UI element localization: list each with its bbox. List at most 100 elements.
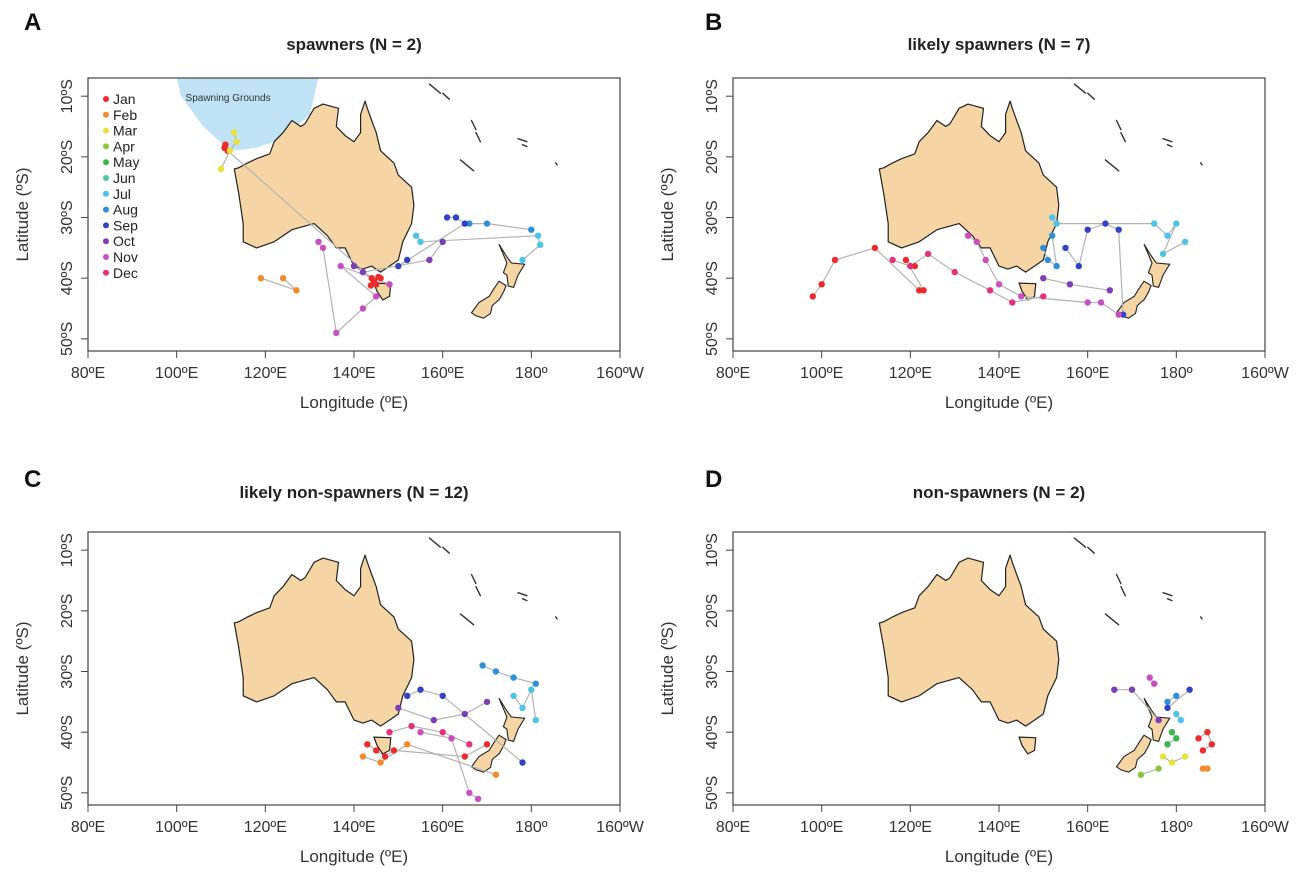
track-line-nov <box>420 731 479 800</box>
y-tick-label: 10ºS <box>59 79 76 113</box>
track-point-jul <box>1159 250 1167 258</box>
track-point-dec <box>907 262 914 270</box>
legend-label-mar: Mar <box>113 123 137 139</box>
track-point-sep <box>1075 262 1083 270</box>
track-line-oct <box>1043 277 1110 291</box>
legend-label-may: May <box>113 154 139 170</box>
track-point-dec <box>951 268 958 276</box>
track-line-aug <box>1042 235 1058 268</box>
pacific-island <box>1120 585 1127 597</box>
pacific-island <box>1086 92 1096 100</box>
map-area <box>809 78 1203 319</box>
track-line-jan <box>1198 731 1213 751</box>
pacific-island <box>1030 526 1043 529</box>
track-point-sep <box>1102 220 1109 227</box>
track-point-feb <box>404 741 411 748</box>
legend-label-feb: Feb <box>113 107 137 123</box>
pacific-island <box>1115 573 1122 585</box>
pacific-island <box>470 119 477 131</box>
legend-swatch-feb <box>103 111 109 118</box>
track-point-oct <box>1106 287 1114 294</box>
x-tick-label: 140ºE <box>977 819 1020 836</box>
legend-label-nov: Nov <box>113 249 138 265</box>
tasmania-landmass <box>1018 736 1037 755</box>
legend-swatch-dec <box>103 269 109 276</box>
track-point-oct <box>461 710 468 718</box>
track-point-jul <box>534 232 542 239</box>
x-tick-label: 160ºE <box>1066 365 1109 382</box>
legend-label-sep: Sep <box>113 217 138 233</box>
legend-label-jun: Jun <box>113 170 136 186</box>
pacific-island <box>424 78 426 79</box>
legend-swatch-nov <box>103 254 109 260</box>
track-point-aug <box>532 680 539 687</box>
pacific-island <box>517 137 528 143</box>
track-point-sep <box>404 692 411 699</box>
pacific-island <box>401 517 408 523</box>
track-point-nov <box>995 281 1003 288</box>
x-tick-label: 180º <box>1160 365 1193 382</box>
track-point-aug <box>1173 692 1180 699</box>
new-zealand-north-island <box>498 243 526 288</box>
track-point-sep <box>417 686 424 693</box>
pacific-island <box>555 616 558 620</box>
track-point-nov <box>973 238 980 245</box>
x-tick-label: 160ºW <box>1241 365 1290 382</box>
y-tick-label: 50ºS <box>59 322 76 356</box>
pacific-island <box>1073 537 1087 548</box>
track-point-jan <box>1208 741 1216 748</box>
legend-label-jul: Jul <box>113 186 131 202</box>
track-line-aug <box>482 664 536 685</box>
x-tick-label: 160ºE <box>421 365 464 382</box>
y-axis-label: Latitude (ºS) <box>13 167 32 261</box>
legend-swatch-oct <box>103 238 109 245</box>
track-point-may <box>1173 735 1180 742</box>
map-area <box>176 78 558 336</box>
x-axis-label: Longitude (ºE) <box>300 393 408 412</box>
track-point-jan <box>461 753 468 760</box>
x-tick-label: 100ºE <box>800 365 843 382</box>
panel-title: likely non-spawners (N = 12) <box>239 483 468 502</box>
track-line-jul <box>513 687 537 721</box>
legend-label-dec: Dec <box>113 265 138 281</box>
track-point-jan <box>911 262 918 270</box>
x-tick-label: 140ºE <box>977 365 1020 382</box>
y-tick-label: 10ºS <box>704 533 721 567</box>
pacific-island <box>1115 119 1122 131</box>
track-point-feb <box>1199 765 1207 772</box>
x-tick-label: 180º <box>515 365 548 382</box>
track-point-sep <box>1164 704 1171 712</box>
track-point-jan <box>483 741 491 748</box>
y-tick-label: 40ºS <box>59 261 76 295</box>
track-point-nov <box>982 256 989 264</box>
track-point-dec <box>924 250 932 258</box>
new-zealand-south-island <box>1115 280 1152 319</box>
track-point-nov <box>474 795 482 803</box>
track-point-nov <box>1084 299 1091 306</box>
track-point-aug <box>1053 262 1060 270</box>
track-point-sep <box>439 692 446 699</box>
track-point-jan <box>1195 735 1202 742</box>
track-point-jul <box>1173 710 1180 718</box>
panel-title: likely spawners (N = 7) <box>908 35 1091 54</box>
track-line-feb <box>260 277 297 291</box>
track-line-mar <box>220 132 238 170</box>
track-point-aug <box>1044 256 1052 264</box>
new-zealand-south-island <box>1115 734 1152 773</box>
track-point-nov <box>1018 293 1025 300</box>
track-point-sep <box>1186 686 1193 693</box>
panel-letter: B <box>705 9 722 36</box>
track-point-nov <box>1115 311 1122 318</box>
track-point-nov <box>1151 680 1158 687</box>
track-point-jan <box>871 244 879 252</box>
pacific-island <box>1162 137 1173 143</box>
track-line-aug <box>469 223 532 231</box>
pacific-island <box>1086 546 1096 554</box>
track-point-mar <box>1168 759 1176 766</box>
new-zealand-south-island <box>470 280 507 319</box>
track-line-sep <box>1167 689 1190 709</box>
tasmania-landmass <box>373 736 392 755</box>
y-tick-label: 30ºS <box>704 654 721 688</box>
